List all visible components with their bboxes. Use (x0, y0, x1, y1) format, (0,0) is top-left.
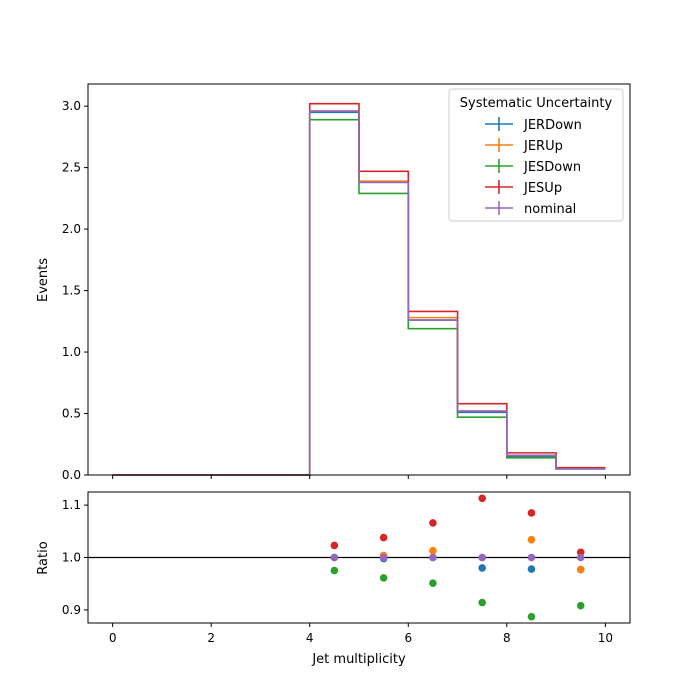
legend-label: JERDown (523, 118, 582, 133)
events-y-tick-label: 2.5 (62, 161, 81, 175)
events-y-tick-label: 1.0 (62, 345, 81, 359)
events-y-axis: 0.0 0.5 1.0 1.5 2.0 2.5 3.0 (62, 99, 88, 482)
ratio-x-axis: 0 2 4 6 8 10 (109, 623, 613, 645)
ratio-point-nominal (429, 553, 437, 562)
ratio-point-jesup (429, 519, 437, 527)
events-x-ticks (112, 475, 606, 479)
x-tick-label: 4 (306, 631, 314, 645)
ratio-point-jesdown (330, 566, 339, 575)
events-plot-frame (87, 83, 631, 476)
legend-title: Systematic Uncertainty (460, 96, 613, 111)
x-tick-label: 0 (109, 631, 117, 645)
legend-item-jerdown: JERDown (485, 117, 582, 133)
ratio-point-jesup (379, 533, 388, 542)
ratio-point-jesdown (478, 598, 486, 607)
x-tick-label: 10 (598, 631, 613, 645)
ratio-point-nominal (576, 553, 585, 562)
events-y-tick-label: 1.5 (62, 284, 81, 298)
ratio-point-jesdown (527, 612, 536, 621)
ratio-y-tick-label: 1.1 (62, 498, 81, 512)
ratio-point-jesdown (379, 574, 388, 582)
ratio-point-jerup (576, 565, 585, 574)
events-y-tick-label: 0.0 (62, 468, 81, 482)
ratio-point-jesup (330, 541, 339, 550)
legend-items: JERDown JERUp JESDown JESUp nominal (485, 117, 582, 217)
legend-label: JESDown (523, 160, 581, 175)
legend-item-nominal: nominal (485, 201, 576, 217)
ratio-point-jesup (576, 548, 585, 557)
ratio-point-nominal (527, 553, 536, 562)
legend-box (448, 88, 624, 222)
events-y-tick-label: 3.0 (62, 99, 81, 113)
events-y-tick-label: 0.5 (62, 407, 81, 421)
events-y-axis-label: Events (36, 258, 51, 302)
ratio-point-jesup (478, 494, 486, 503)
ratio-point-jerdown (527, 565, 536, 573)
legend-label: JESUp (523, 181, 562, 196)
legend-label: nominal (524, 202, 576, 217)
ratio-y-axis: 0.9 1.0 1.1 (62, 498, 88, 617)
x-axis-label: Jet multiplicity (311, 652, 406, 667)
ratio-points-group (330, 494, 585, 621)
legend: Systematic Uncertainty JERDown JERUp JESDo… (448, 88, 624, 222)
ratio-y-tick-label: 1.0 (62, 551, 81, 565)
legend-item-jerup: JERUp (485, 138, 563, 154)
ratio-point-jesdown (429, 579, 437, 587)
ratio-point-jesup (527, 509, 536, 517)
x-tick-label: 8 (503, 631, 511, 645)
ratio-y-axis-label: Ratio (36, 541, 51, 574)
ratio-point-jesdown (576, 601, 585, 610)
ratio-point-nominal (330, 553, 339, 562)
ratio-point-jerup (429, 546, 437, 555)
ratio-point-nominal (478, 553, 486, 562)
x-tick-label: 2 (207, 631, 215, 645)
ratio-point-jerup (527, 535, 536, 544)
x-tick-label: 6 (404, 631, 412, 645)
ratio-plot: 0.9 1.0 1.1 0 2 4 6 8 10 Ratio Jet multiplicity (36, 491, 631, 667)
legend-item-jesup: JESUp (485, 180, 562, 196)
ratio-point-jerdown (478, 564, 486, 572)
ratio-point-nominal (379, 553, 388, 562)
legend-label: JERUp (523, 139, 563, 154)
events-y-tick-label: 2.0 (62, 222, 81, 236)
legend-item-jesdown: JESDown (485, 159, 581, 175)
ratio-y-tick-label: 0.9 (62, 603, 81, 617)
events-plot: 0.0 0.5 1.0 1.5 2.0 2.5 3.0 Events Systematic … (36, 83, 631, 482)
